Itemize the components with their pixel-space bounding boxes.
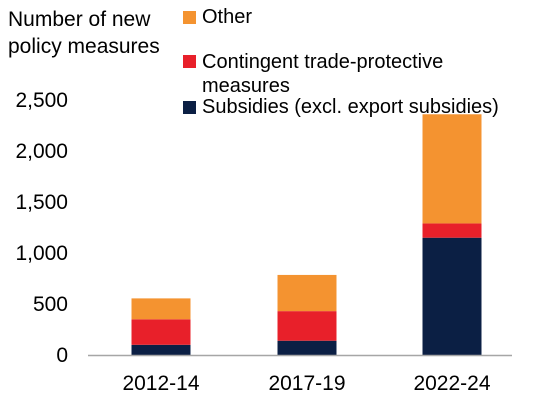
y-tick-label: 1,500 <box>15 191 68 214</box>
x-tick-label: 2017-19 <box>268 372 345 395</box>
x-tick-label: 2022-24 <box>413 372 490 395</box>
legend-swatch-subsidies <box>183 101 196 114</box>
bar-segment-2012-14-2 <box>131 298 191 320</box>
y-tick-label: 500 <box>33 293 68 316</box>
bar-segment-2022-24-2 <box>422 114 482 224</box>
y-axis-title-line-1: Number of new <box>8 8 151 31</box>
y-axis-title-line-2: policy measures <box>8 35 160 58</box>
bar-segment-2017-19-2 <box>277 274 337 312</box>
legend-label-other: Other <box>202 6 253 28</box>
y-tick-label: 1,000 <box>15 242 68 265</box>
legend-label-subsidies: Subsidies (excl. export subsidies) <box>202 96 499 118</box>
y-tick-label: 2,000 <box>15 140 68 163</box>
bar-segment-2022-24-1 <box>422 223 482 238</box>
bar-segment-2012-14-1 <box>131 319 191 345</box>
y-tick-label: 0 <box>56 344 68 367</box>
bar-segment-2012-14-0 <box>131 344 191 355</box>
x-tick-label: 2012-14 <box>122 372 199 395</box>
bar-segment-2017-19-1 <box>277 311 337 341</box>
y-tick-label: 2,500 <box>15 89 68 112</box>
bar-segment-2017-19-0 <box>277 340 337 355</box>
legend-swatch-other <box>183 11 196 24</box>
legend-label-contingent: Contingent trade-protective measures <box>202 51 444 97</box>
legend-swatch-contingent <box>183 55 196 68</box>
bar-segment-2022-24-0 <box>422 237 482 355</box>
